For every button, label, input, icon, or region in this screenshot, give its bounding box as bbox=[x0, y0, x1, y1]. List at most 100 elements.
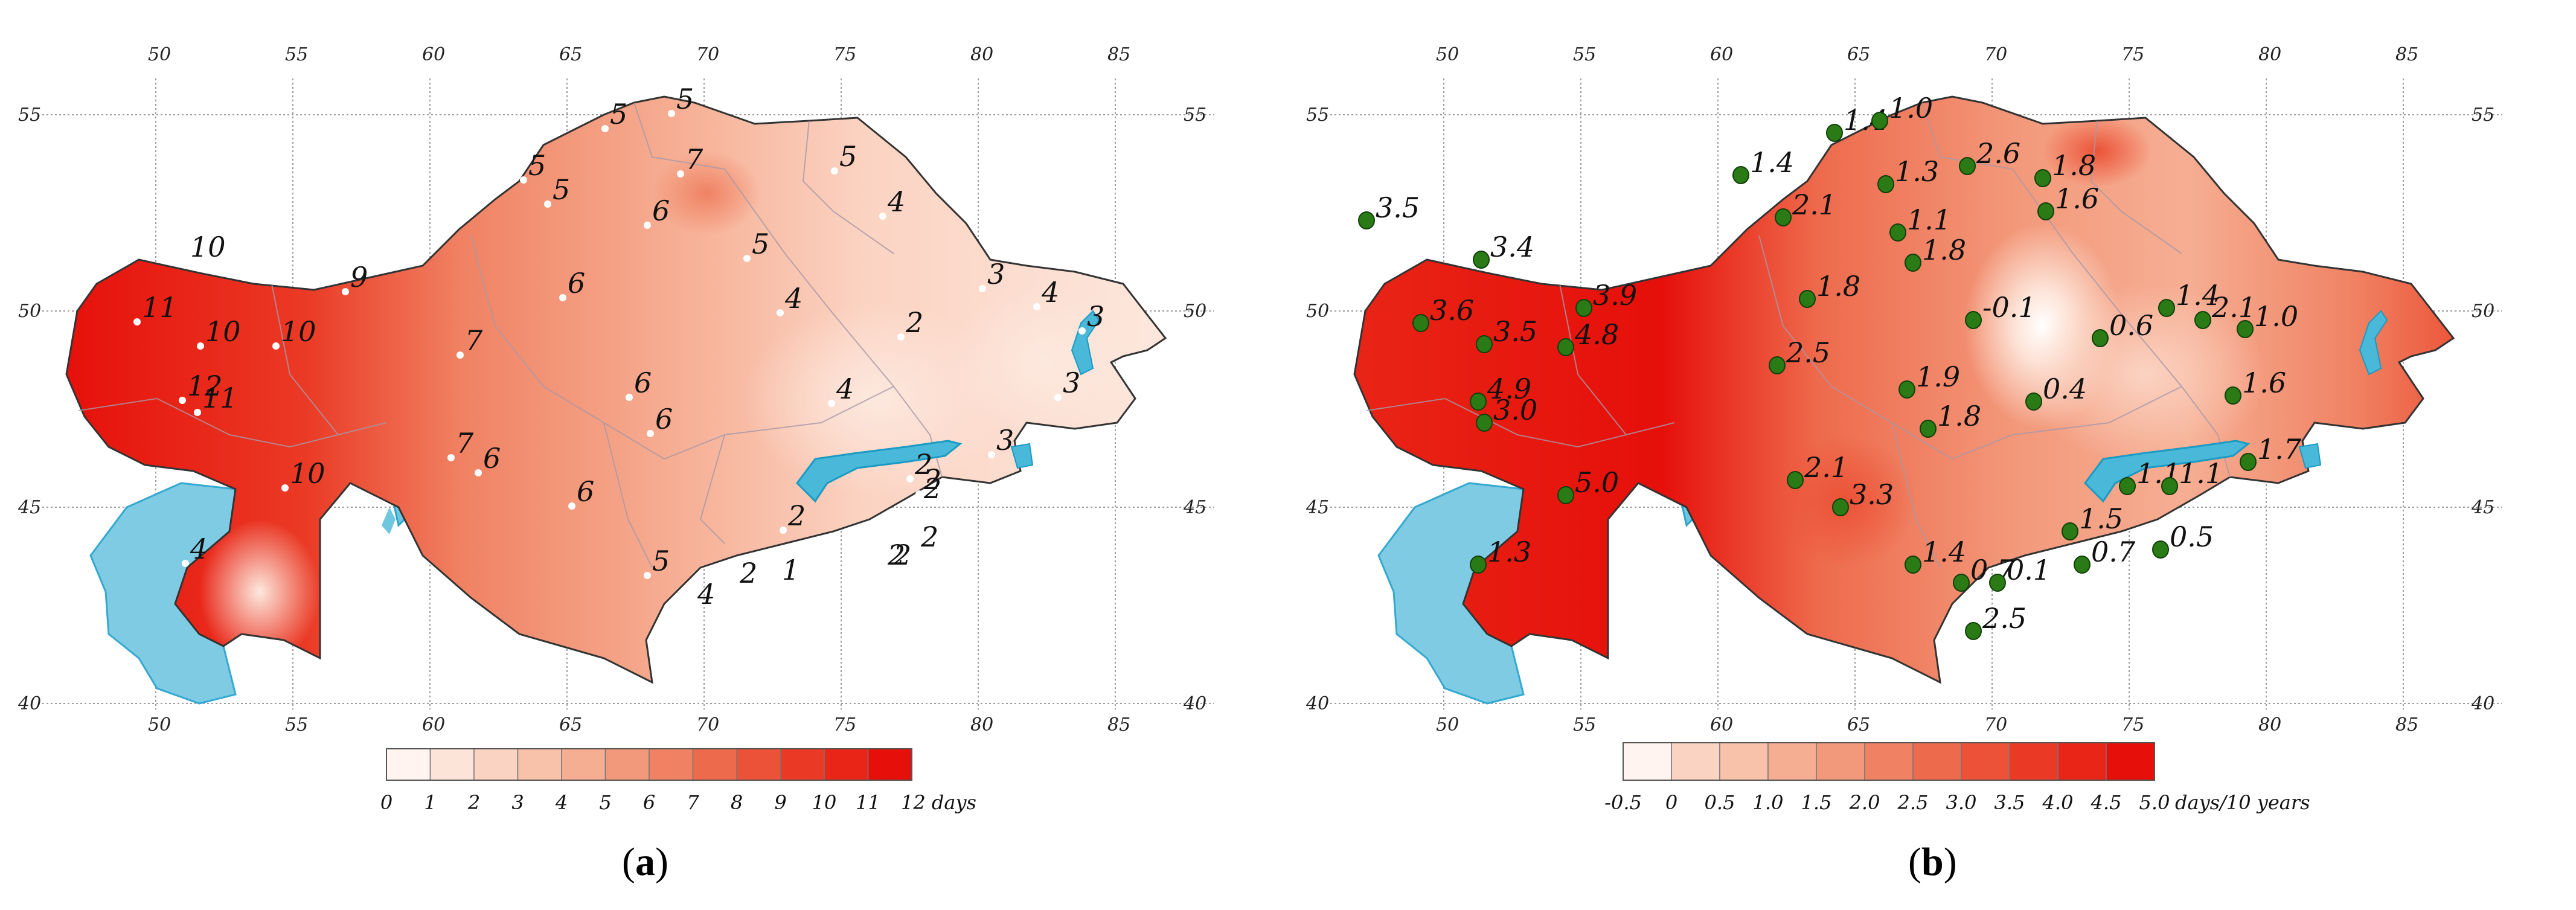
legend-tick-label: 0 bbox=[380, 791, 392, 814]
station-dot bbox=[988, 451, 995, 458]
station-marker bbox=[1898, 380, 1915, 399]
lat-tick-50-right: 50 bbox=[1184, 301, 1206, 322]
lon-tick-50-bottom: 50 bbox=[1436, 714, 1459, 735]
station-label: 2.5 bbox=[1786, 336, 1830, 369]
station-marker bbox=[1799, 290, 1816, 308]
station-markers: 3.43.63.5 4.83.94.93.05.01.32.52.13.31.42… bbox=[1358, 92, 2302, 640]
station-label: 2.5 bbox=[1982, 602, 2027, 635]
station-label: 1.7 bbox=[2257, 433, 2302, 466]
map-panel-b: 3.43.63.5 4.83.94.93.05.01.32.52.13.31.42… bbox=[1306, 44, 2502, 814]
station-label: 5.0 bbox=[1575, 466, 1619, 499]
station-marker bbox=[1965, 622, 1982, 640]
legend-swatch bbox=[561, 748, 606, 781]
station-marker bbox=[1557, 486, 1574, 504]
station-label: 5 bbox=[839, 140, 857, 173]
lon-tick-55-bottom: 55 bbox=[1573, 714, 1596, 735]
legend-swatch bbox=[473, 748, 519, 781]
lon-tick-60-bottom: 60 bbox=[422, 714, 445, 735]
station-label: 2 bbox=[923, 463, 941, 496]
station-label: 7 bbox=[685, 143, 703, 176]
station-dot bbox=[912, 548, 920, 555]
legend-tick-label: 0 bbox=[1665, 791, 1677, 814]
station-label: 5 bbox=[752, 228, 769, 260]
lon-tick-85-bottom: 85 bbox=[1107, 714, 1130, 735]
station-label: 3 bbox=[1087, 300, 1104, 333]
station-dot bbox=[182, 258, 189, 265]
station-dot bbox=[447, 454, 455, 461]
station-label: 2.1 bbox=[1804, 451, 1848, 484]
station-marker bbox=[2161, 477, 2178, 495]
station-dot bbox=[906, 475, 914, 482]
lake-zaysan bbox=[2359, 310, 2388, 376]
lon-tick-65-bottom: 65 bbox=[1847, 714, 1870, 735]
station-label: 5 bbox=[676, 83, 694, 115]
station-label: 0.5 bbox=[2170, 521, 2214, 553]
station-label: 0.7 bbox=[2091, 536, 2136, 568]
legend-tick-label: 12 days bbox=[901, 791, 976, 814]
station-label: 7 bbox=[456, 427, 474, 460]
station-marker bbox=[2025, 393, 2042, 411]
station-label: 3.5 bbox=[1493, 315, 1537, 348]
legend-tick-label: 0.5 bbox=[1705, 791, 1735, 814]
lon-tick-85-bottom: 85 bbox=[2395, 714, 2418, 735]
station-label: 3.6 bbox=[1430, 294, 1474, 327]
station-label: 5 bbox=[610, 98, 627, 130]
caption-a-letter: a bbox=[635, 840, 655, 884]
station-dot bbox=[544, 200, 551, 208]
lake-alakol bbox=[1010, 443, 1034, 469]
station-dot bbox=[774, 581, 781, 588]
lon-tick-70-top: 70 bbox=[1984, 44, 2007, 65]
station-marker bbox=[1959, 157, 1976, 175]
station-dot bbox=[743, 255, 751, 262]
station-label: 5 bbox=[528, 149, 546, 182]
station-label: 1.1 bbox=[1907, 203, 1951, 236]
station-marker bbox=[2225, 386, 2241, 405]
lon-tick-75-bottom: 75 bbox=[833, 714, 856, 735]
lat-tick-50-left: 50 bbox=[1306, 301, 1329, 322]
lon-tick-70-top: 70 bbox=[696, 44, 719, 65]
station-marker bbox=[1358, 211, 1375, 229]
lat-tick-45-right: 45 bbox=[2471, 497, 2494, 518]
legend-swatch bbox=[1864, 742, 1914, 781]
legend-swatch bbox=[517, 748, 562, 781]
station-dot bbox=[342, 288, 349, 295]
station-marker bbox=[1470, 393, 1487, 411]
legend-swatch bbox=[429, 748, 475, 781]
lon-tick-75-top: 75 bbox=[833, 44, 856, 65]
station-dot bbox=[1033, 303, 1040, 310]
station-dot bbox=[568, 502, 575, 510]
legend-unit-label: days/10 years bbox=[2175, 791, 2310, 814]
caption-b: (b) bbox=[1908, 840, 1957, 884]
caption-b-letter: b bbox=[1921, 840, 1944, 884]
station-dot bbox=[601, 125, 609, 132]
legend-tick-label: 9 bbox=[774, 791, 786, 814]
legend-swatch bbox=[692, 748, 737, 781]
station-label: 1.8 bbox=[1816, 270, 1860, 303]
station-label: 1.3 bbox=[1487, 536, 1531, 568]
station-label: -0.1 bbox=[1982, 291, 2036, 324]
station-marker bbox=[2062, 522, 2078, 540]
station-dot bbox=[915, 490, 923, 498]
station-label: 1.4 bbox=[1922, 536, 1966, 568]
station-label: 10 bbox=[205, 315, 241, 348]
lon-tick-75-bottom: 75 bbox=[2121, 714, 2144, 735]
legend-swatch bbox=[2106, 742, 2155, 781]
lon-tick-65-top: 65 bbox=[1847, 44, 1870, 65]
station-dot bbox=[457, 351, 464, 359]
station-marker bbox=[1920, 420, 1937, 438]
legend-tick-label: 8 bbox=[731, 791, 743, 814]
station-label: 3 bbox=[1063, 367, 1080, 399]
station-label: 5 bbox=[553, 173, 570, 206]
station-label: 4 bbox=[836, 373, 854, 405]
station-dot bbox=[644, 222, 651, 229]
station-label: 4 bbox=[784, 282, 803, 315]
station-marker bbox=[1871, 112, 1888, 130]
station-dot bbox=[194, 409, 201, 416]
station-marker bbox=[2034, 169, 2051, 187]
legend-swatch bbox=[386, 748, 431, 781]
station-label: 1.8 bbox=[1922, 234, 1966, 266]
station-dot bbox=[520, 176, 527, 184]
lake-balkhash bbox=[2084, 440, 2251, 503]
lat-tick-45-right: 45 bbox=[1183, 497, 1206, 518]
